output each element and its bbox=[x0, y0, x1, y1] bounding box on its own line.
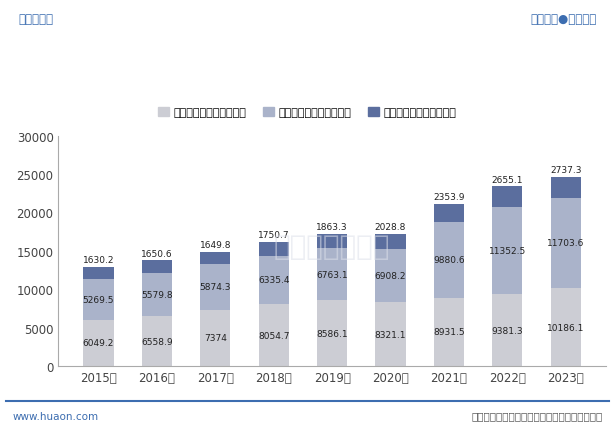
Bar bbox=[434, 222, 464, 298]
Text: 2353.9: 2353.9 bbox=[433, 193, 465, 201]
Text: www.huaon.com: www.huaon.com bbox=[12, 411, 98, 420]
Text: 6763.1: 6763.1 bbox=[316, 270, 348, 279]
Legend: 第三产业增加值（亿元）, 第二产业增加值（亿元）, 第一产业增加值（亿元）: 第三产业增加值（亿元）, 第二产业增加值（亿元）, 第一产业增加值（亿元） bbox=[154, 103, 461, 123]
Text: 6335.4: 6335.4 bbox=[258, 276, 290, 285]
Text: 8586.1: 8586.1 bbox=[316, 329, 348, 338]
Text: 8054.7: 8054.7 bbox=[258, 331, 290, 340]
Bar bbox=[492, 294, 523, 366]
Bar bbox=[317, 249, 347, 300]
Text: 9381.3: 9381.3 bbox=[491, 326, 523, 335]
Text: 8321.1: 8321.1 bbox=[375, 330, 407, 339]
Bar bbox=[258, 256, 289, 305]
Text: 2737.3: 2737.3 bbox=[550, 166, 581, 175]
Bar bbox=[258, 305, 289, 366]
Bar bbox=[434, 204, 464, 222]
Text: 6558.9: 6558.9 bbox=[141, 337, 173, 346]
Text: 1649.8: 1649.8 bbox=[199, 240, 231, 250]
Bar bbox=[375, 234, 406, 250]
Bar bbox=[375, 250, 406, 302]
Bar bbox=[550, 199, 581, 288]
Bar bbox=[550, 178, 581, 199]
Text: 5579.8: 5579.8 bbox=[141, 290, 173, 299]
Bar bbox=[200, 310, 231, 366]
Text: 2015-2023年内蒙古第一、第二及第三产业增加值: 2015-2023年内蒙古第一、第二及第三产业增加值 bbox=[156, 57, 459, 75]
Bar bbox=[83, 267, 114, 279]
Text: 专业严谨●客观科学: 专业严谨●客观科学 bbox=[530, 13, 597, 26]
Bar bbox=[141, 316, 172, 366]
Text: 5269.5: 5269.5 bbox=[83, 295, 114, 304]
Bar bbox=[317, 300, 347, 366]
Bar bbox=[492, 207, 523, 294]
Text: 1650.6: 1650.6 bbox=[141, 249, 173, 258]
Text: 数据来源：内蒙古统计局；华经产业研究院整理: 数据来源：内蒙古统计局；华经产业研究院整理 bbox=[472, 411, 603, 420]
Text: 10186.1: 10186.1 bbox=[547, 323, 584, 332]
Bar bbox=[317, 234, 347, 249]
Bar bbox=[141, 261, 172, 273]
Bar bbox=[141, 273, 172, 316]
Text: 2028.8: 2028.8 bbox=[375, 222, 406, 231]
Text: 2655.1: 2655.1 bbox=[491, 176, 523, 184]
Bar bbox=[375, 302, 406, 366]
Text: 5874.3: 5874.3 bbox=[199, 283, 231, 292]
Text: 11352.5: 11352.5 bbox=[489, 246, 526, 256]
Text: 11703.6: 11703.6 bbox=[547, 239, 584, 248]
Text: 7374: 7374 bbox=[204, 334, 227, 343]
Bar bbox=[83, 279, 114, 320]
Text: 9880.6: 9880.6 bbox=[433, 256, 465, 265]
Text: 1750.7: 1750.7 bbox=[258, 231, 290, 240]
Text: 1863.3: 1863.3 bbox=[316, 223, 348, 232]
Bar bbox=[200, 265, 231, 310]
Text: 6908.2: 6908.2 bbox=[375, 272, 407, 281]
Text: 华经产业研究院: 华经产业研究院 bbox=[274, 233, 391, 261]
Bar bbox=[434, 298, 464, 366]
Text: 华经情报网: 华经情报网 bbox=[18, 13, 54, 26]
Bar bbox=[83, 320, 114, 366]
Text: 1630.2: 1630.2 bbox=[83, 256, 114, 265]
Bar bbox=[550, 288, 581, 366]
Bar bbox=[200, 252, 231, 265]
Bar bbox=[258, 242, 289, 256]
Bar bbox=[492, 187, 523, 207]
Text: 8931.5: 8931.5 bbox=[433, 328, 465, 337]
Text: 6049.2: 6049.2 bbox=[83, 339, 114, 348]
